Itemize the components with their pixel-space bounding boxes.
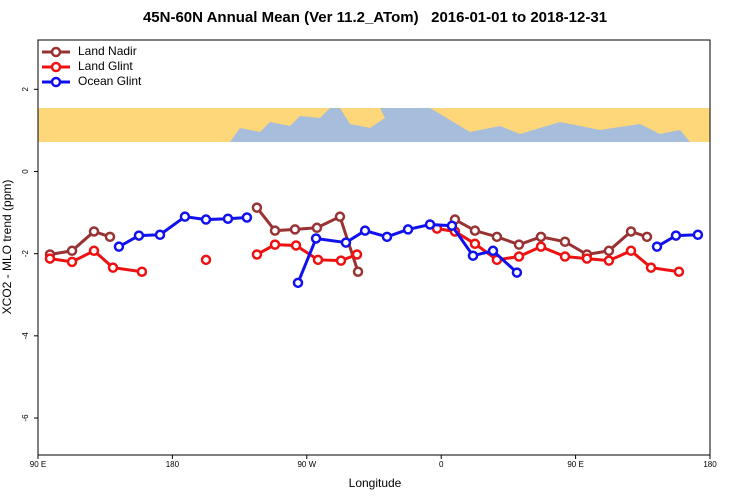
- data-point: [625, 245, 637, 257]
- data-point: [535, 231, 547, 243]
- y-tick-label: -6: [21, 414, 30, 422]
- data-point: [104, 231, 116, 243]
- data-point: [289, 224, 301, 235]
- data-point: [581, 253, 593, 264]
- data-point: [603, 245, 615, 257]
- data-point: [381, 231, 393, 243]
- x-tick-label: 90 E: [567, 460, 583, 469]
- data-point: [651, 241, 663, 252]
- data-point: [487, 245, 499, 257]
- data-point: [359, 225, 371, 236]
- x-axis-label: Longitude: [349, 476, 402, 490]
- plot-frame: [37, 39, 711, 456]
- data-point: [402, 224, 414, 235]
- data-point: [290, 240, 302, 251]
- data-point: [179, 211, 191, 222]
- data-point: [133, 230, 145, 241]
- data-point: [351, 249, 363, 260]
- legend-label: Land Nadir: [78, 44, 137, 58]
- data-point: [200, 214, 212, 225]
- y-tick-label: -2: [21, 250, 30, 258]
- data-point: [340, 237, 352, 248]
- data-point: [113, 241, 125, 252]
- data-point: [269, 225, 281, 236]
- data-point: [559, 236, 571, 247]
- data-point: [467, 250, 479, 261]
- x-tick-label: 180: [166, 460, 180, 469]
- data-point: [511, 267, 523, 278]
- data-point: [469, 238, 481, 250]
- data-point: [673, 266, 685, 277]
- data-point: [88, 226, 100, 237]
- x-tick-label: 90 E: [30, 460, 46, 469]
- data-point: [424, 219, 436, 230]
- data-point: [335, 255, 347, 266]
- data-point: [625, 226, 637, 237]
- data-point: [312, 254, 324, 266]
- data-point: [154, 229, 166, 241]
- data-point: [310, 233, 322, 244]
- data-point: [269, 239, 281, 250]
- legend-marker: [50, 46, 62, 58]
- data-point: [222, 213, 234, 224]
- map-strip: [38, 108, 710, 142]
- data-point: [251, 202, 263, 213]
- data-point: [352, 266, 364, 277]
- data-point: [603, 255, 615, 266]
- legend-marker: [50, 61, 62, 73]
- data-point: [136, 266, 148, 277]
- data-point: [334, 211, 346, 222]
- data-point: [513, 239, 525, 250]
- data-point: [107, 262, 119, 273]
- data-point: [88, 245, 100, 257]
- data-point: [469, 225, 481, 236]
- data-point: [559, 251, 571, 262]
- x-tick-label: 0: [439, 460, 444, 469]
- y-tick-label: 2: [21, 87, 30, 92]
- legend-label: Land Glint: [78, 59, 133, 73]
- data-point: [535, 241, 547, 252]
- data-point: [292, 277, 304, 289]
- data-point: [200, 254, 212, 266]
- data-point: [241, 212, 253, 223]
- data-point: [692, 229, 704, 241]
- data-point: [311, 222, 323, 234]
- data-point: [491, 231, 503, 243]
- data-point: [44, 253, 56, 264]
- x-tick-label: 180: [703, 460, 717, 469]
- y-tick-label: -4: [21, 332, 30, 340]
- data-point: [66, 245, 78, 257]
- data-point: [251, 249, 263, 260]
- data-point: [446, 220, 458, 231]
- data-point: [513, 251, 525, 262]
- data-point: [641, 231, 653, 243]
- y-tick-label: 0: [21, 169, 30, 174]
- chart-title: 45N-60N Annual Mean (Ver 11.2_ATom) 2016…: [143, 9, 607, 26]
- y-axis-label: XCO2 - MLO trend (ppm): [0, 180, 14, 315]
- data-point: [645, 262, 657, 273]
- legend-label: Ocean Glint: [78, 74, 142, 88]
- data-point: [66, 256, 78, 268]
- legend-marker: [50, 76, 62, 88]
- data-point: [670, 230, 682, 241]
- x-tick-label: 90 W: [297, 460, 316, 469]
